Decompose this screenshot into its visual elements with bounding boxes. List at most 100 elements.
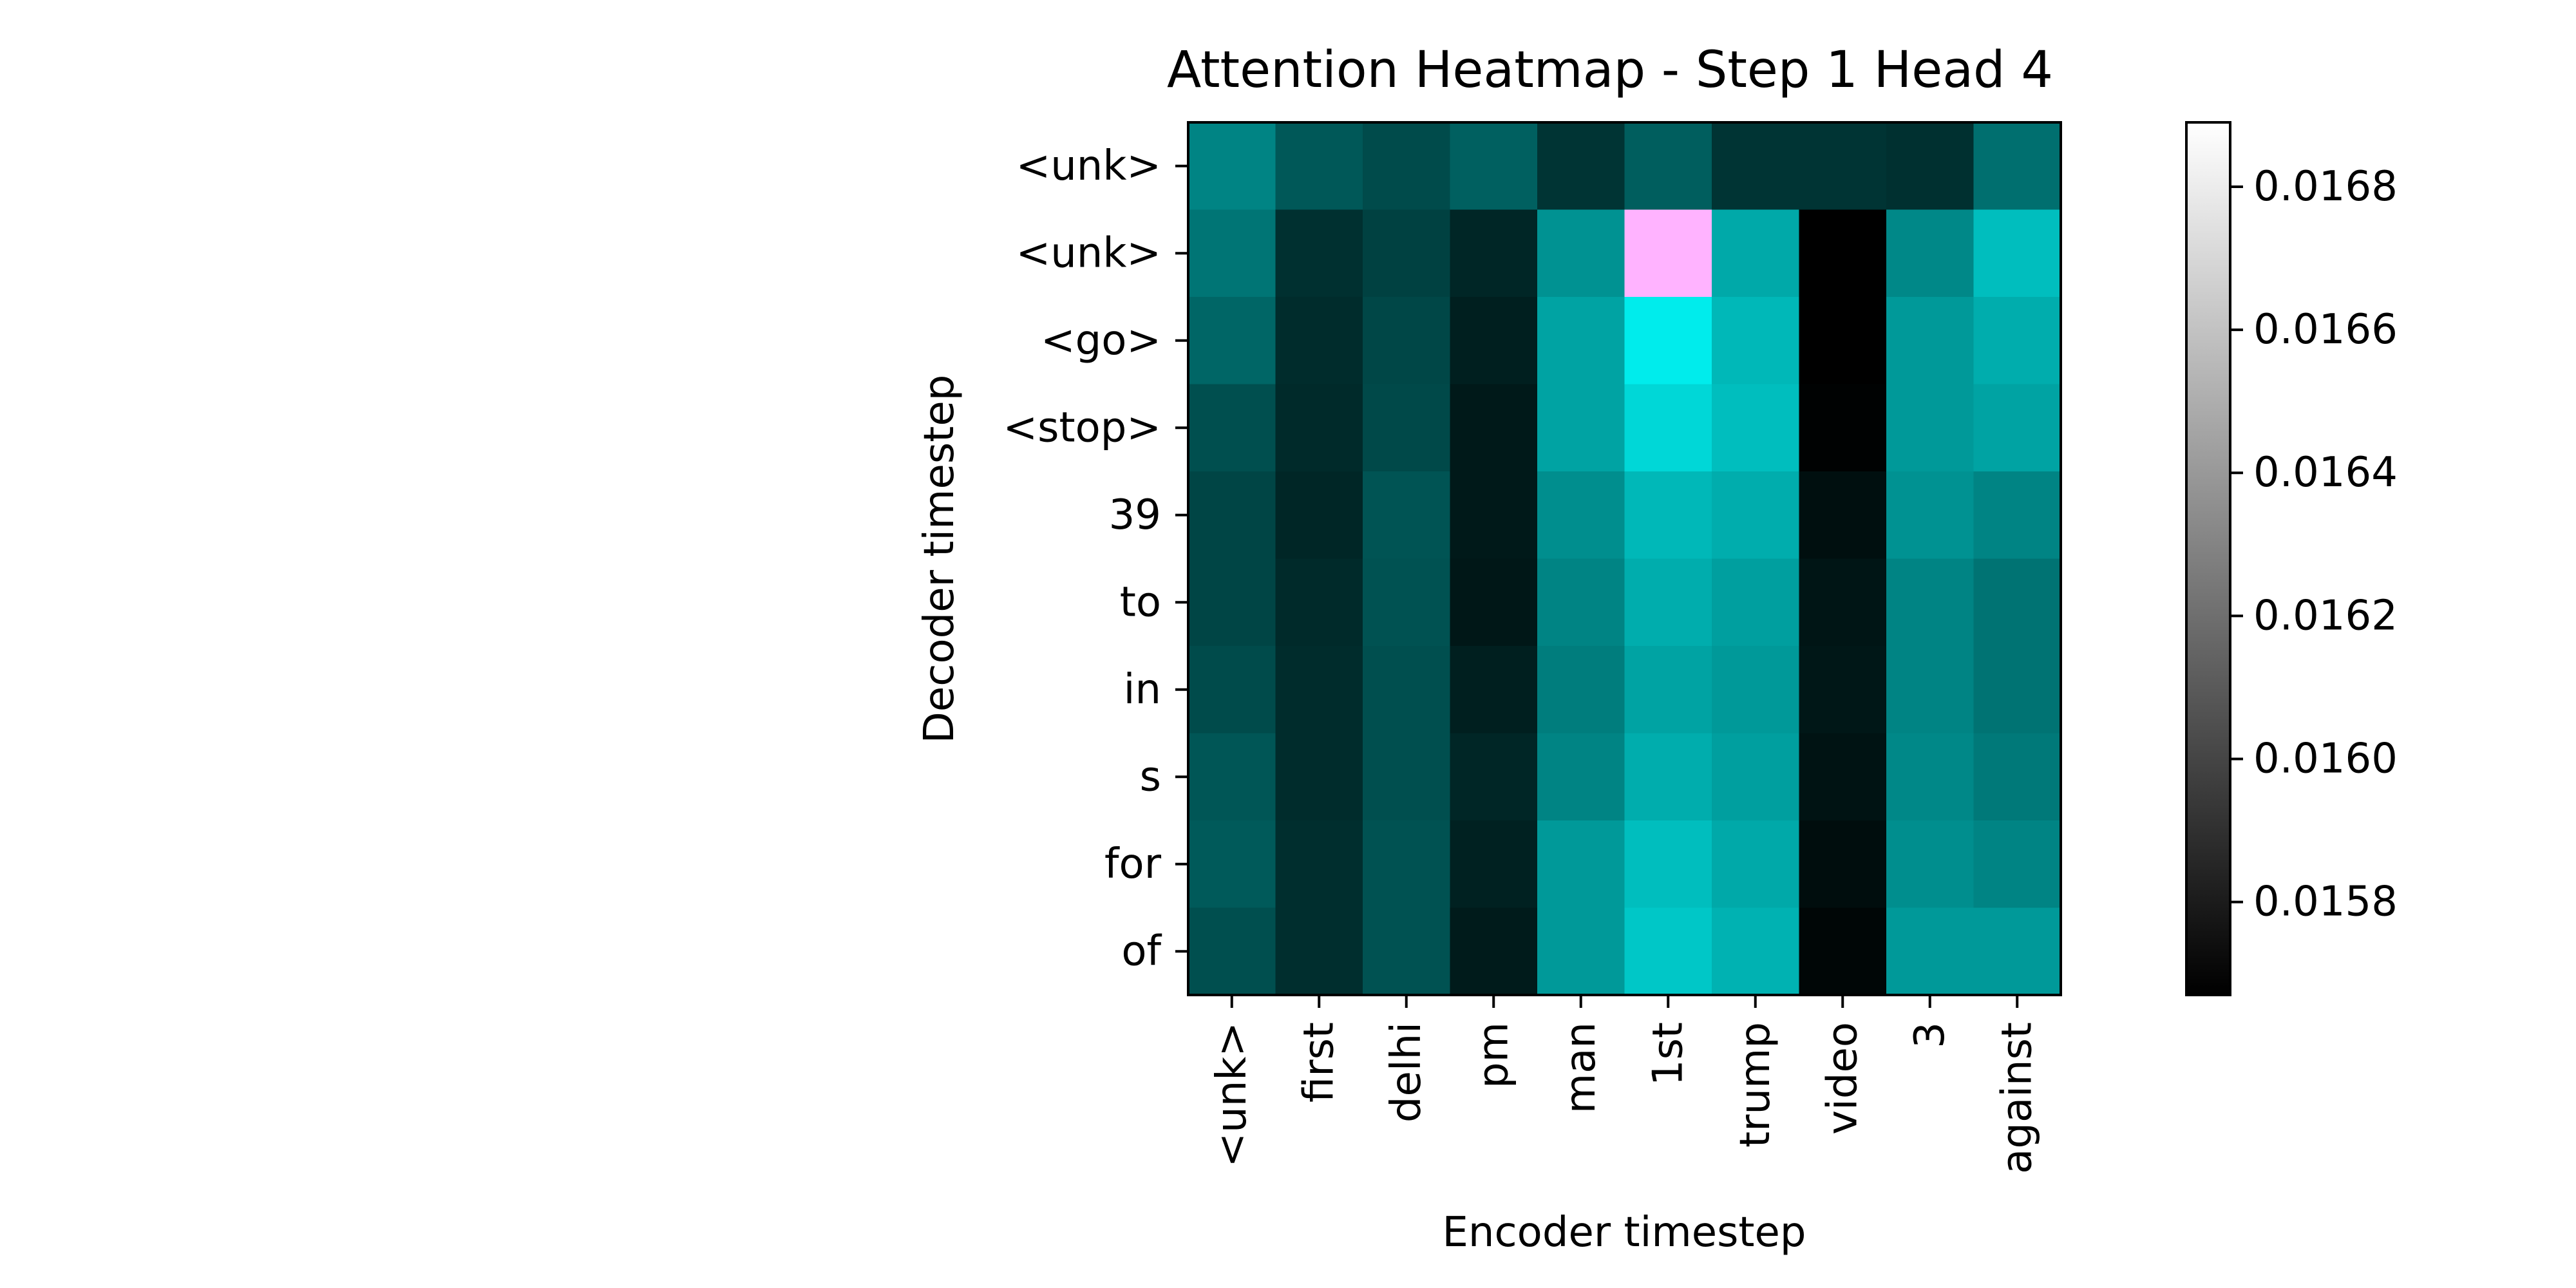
heatmap-cell [1712, 384, 1800, 472]
heatmap-cell [1973, 297, 2061, 385]
heatmap-cell [1712, 297, 1800, 385]
heatmap-cell [1537, 907, 1625, 996]
heatmap-cell [1886, 297, 1975, 385]
y-axis: <unk> <unk> <go> <stop> 39 to in s for of [1003, 142, 1188, 975]
heatmap-cell [1450, 907, 1538, 996]
colorbar [2185, 121, 2231, 996]
heatmap-cell [1973, 733, 2061, 821]
heatmap-cell [1624, 820, 1712, 909]
heatmap-cell [1450, 646, 1538, 734]
heatmap-cell [1624, 384, 1712, 472]
heatmap-cell [1624, 558, 1712, 647]
heatmap-cell [1799, 646, 1887, 734]
heatmap-cell [1450, 733, 1538, 821]
heatmap-cell [1275, 209, 1363, 298]
heatmap-cell [1275, 646, 1363, 734]
heatmap-cell [1275, 122, 1363, 211]
x-tick-label: video [1819, 1022, 1866, 1135]
x-tick-label: 3 [1906, 1022, 1954, 1048]
colorbar-tick-label: 0.0168 [2253, 163, 2398, 211]
heatmap-cell [1188, 907, 1276, 996]
heatmap-cell [1624, 122, 1712, 211]
x-tick-label: trump [1732, 1022, 1779, 1148]
heatmap-cell [1188, 820, 1276, 909]
heatmap-cell [1188, 471, 1276, 560]
heatmap-cell [1188, 122, 1276, 211]
y-tick-label: in [1124, 666, 1161, 714]
y-tick-label: for [1104, 840, 1162, 888]
heatmap-cell [1712, 122, 1800, 211]
heatmap-cell [1712, 558, 1800, 647]
heatmap-cell [1973, 558, 2061, 647]
y-tick-label: 39 [1109, 491, 1161, 539]
heatmap-cell [1624, 297, 1712, 385]
heatmap-cell [1188, 209, 1276, 298]
heatmap-cell [1886, 471, 1975, 560]
x-axis: <unk> first delhi pm man 1st trump video 3 agains… [1208, 995, 2041, 1174]
heatmap-cell [1886, 122, 1975, 211]
heatmap-cell [1973, 646, 2061, 734]
heatmap-cell [1363, 820, 1451, 909]
heatmap-cells [1188, 122, 2061, 996]
heatmap-cell [1275, 384, 1363, 472]
heatmap-cell [1799, 384, 1887, 472]
heatmap-cell [1799, 733, 1887, 821]
heatmap-cell [1363, 384, 1451, 472]
heatmap-cell [1188, 384, 1276, 472]
heatmap-cell [1537, 820, 1625, 909]
heatmap-cell [1624, 646, 1712, 734]
heatmap-cell [1363, 558, 1451, 647]
heatmap-cell [1537, 733, 1625, 821]
heatmap-cell [1450, 122, 1538, 211]
heatmap-cell [1624, 907, 1712, 996]
x-tick-label: 1st [1644, 1022, 1692, 1086]
heatmap-cell [1363, 733, 1451, 821]
heatmap-cell [1188, 646, 1276, 734]
heatmap-cell [1450, 384, 1538, 472]
heatmap-cell [1886, 209, 1975, 298]
heatmap-cell [1973, 907, 2061, 996]
heatmap-cell [1275, 471, 1363, 560]
heatmap-cell [1537, 297, 1625, 385]
chart-title: Attention Heatmap - Step 1 Head 4 [1167, 41, 2053, 99]
heatmap-cell [1363, 471, 1451, 560]
heatmap-cell [1712, 907, 1800, 996]
x-axis-label: Encoder timestep [1442, 1209, 1806, 1256]
colorbar-tick-label: 0.0164 [2253, 449, 2398, 497]
heatmap-cell [1712, 209, 1800, 298]
heatmap-cell [1275, 297, 1363, 385]
heatmap-cell [1886, 384, 1975, 472]
y-axis-label: Decoder timestep [916, 375, 963, 744]
heatmap-cell [1363, 209, 1451, 298]
heatmap-cell [1537, 209, 1625, 298]
y-tick-label: to [1120, 578, 1161, 626]
heatmap-cell [1712, 733, 1800, 821]
heatmap-cell [1450, 558, 1538, 647]
heatmap-cell [1537, 384, 1625, 472]
heatmap-cell [1363, 646, 1451, 734]
x-tick-label: first [1295, 1022, 1343, 1103]
colorbar-tick-label: 0.0162 [2253, 592, 2398, 639]
heatmap-cell [1799, 122, 1887, 211]
heatmap-cell [1973, 820, 2061, 909]
y-tick-label: <unk> [1016, 142, 1161, 190]
heatmap-cell [1624, 209, 1712, 298]
heatmap-cell [1799, 820, 1887, 909]
colorbar-tick-label: 0.0158 [2253, 878, 2398, 926]
x-tick-label: <unk> [1208, 1022, 1256, 1167]
colorbar-axis: 0.0158 0.0160 0.0162 0.0164 0.0166 0.0168 [2230, 163, 2398, 926]
heatmap-cell [1799, 558, 1887, 647]
y-tick-label: <go> [1041, 317, 1161, 365]
heatmap-cell [1886, 558, 1975, 647]
heatmap-cell [1363, 297, 1451, 385]
heatmap-cell [1799, 907, 1887, 996]
y-tick-label: <stop> [1003, 404, 1161, 451]
heatmap-cell [1275, 733, 1363, 821]
heatmap-cell [1624, 471, 1712, 560]
heatmap-cell [1712, 646, 1800, 734]
x-tick-label: against [1993, 1022, 2041, 1174]
heatmap-cell [1799, 209, 1887, 298]
heatmap-cell [1275, 558, 1363, 647]
